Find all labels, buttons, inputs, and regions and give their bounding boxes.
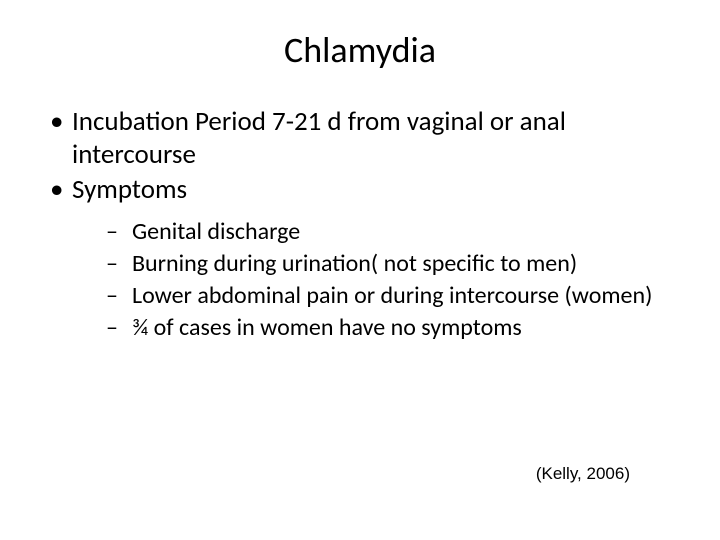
list-item: Lower abdominal pain or during intercour… [72, 281, 676, 311]
list-item: Symptoms Genital discharge Burning durin… [44, 174, 676, 343]
list-item-label: Symptoms [72, 173, 187, 206]
citation: (Kelly, 2006) [536, 464, 630, 484]
list-item: Burning during urination( not specific t… [72, 249, 676, 279]
bullet-list-level2: Genital discharge Burning during urinati… [72, 217, 676, 343]
bullet-list-level1: Incubation Period 7-21 d from vaginal or… [44, 106, 676, 343]
list-item: ¾ of cases in women have no symptoms [72, 313, 676, 343]
list-item: Incubation Period 7-21 d from vaginal or… [44, 106, 676, 172]
list-item: Genital discharge [72, 217, 676, 247]
slide: Chlamydia Incubation Period 7-21 d from … [0, 0, 720, 540]
slide-title: Chlamydia [44, 28, 676, 72]
